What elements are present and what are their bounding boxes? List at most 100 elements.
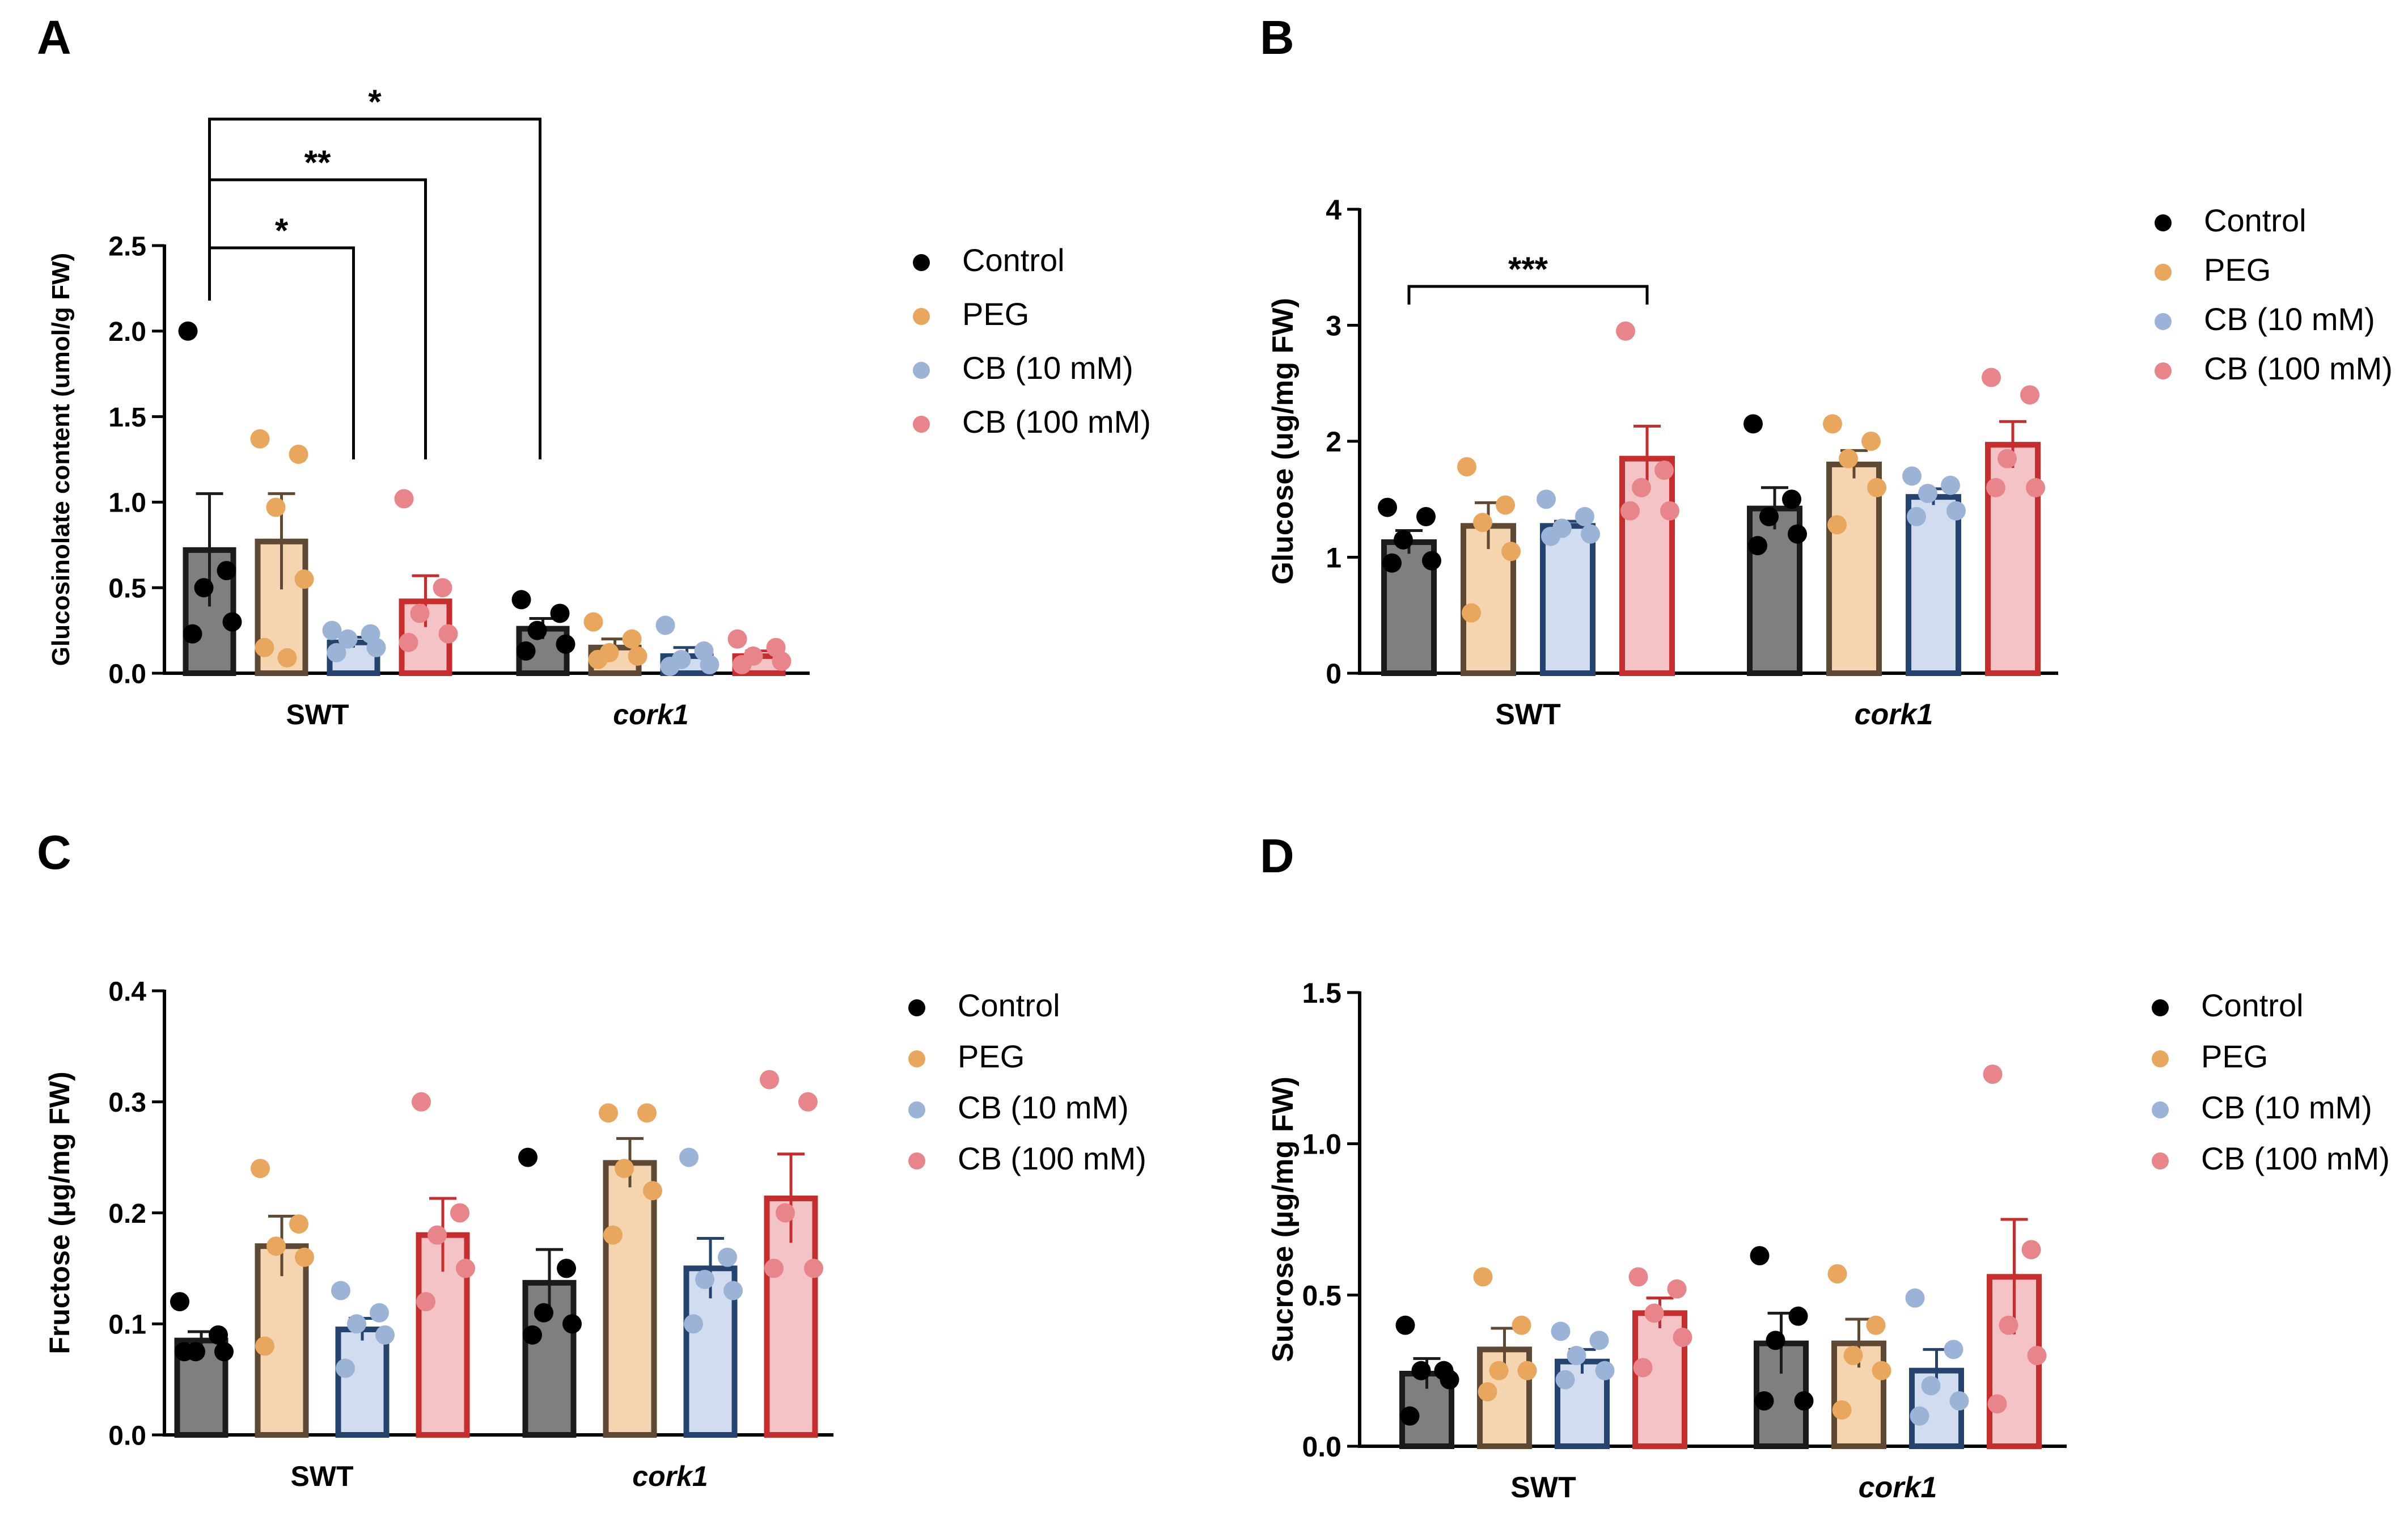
x-category-label: SWT: [290, 1460, 353, 1492]
data-point: [1794, 1391, 1814, 1411]
data-point: [1788, 524, 1807, 544]
data-point: [1910, 1406, 1929, 1426]
data-point: [251, 1159, 270, 1179]
x-category-label: SWT: [1510, 1471, 1576, 1504]
y-tick-label: 1.0: [1302, 1129, 1341, 1160]
data-point: [331, 1281, 350, 1300]
data-point: [1843, 1346, 1863, 1365]
data-point: [1422, 551, 1441, 571]
legend-label: CB (10 mM): [2204, 301, 2375, 337]
legend-marker: [913, 308, 930, 325]
data-point: [416, 1292, 435, 1312]
data-point: [615, 1159, 634, 1179]
data-point: [1496, 495, 1515, 515]
data-point: [1633, 1358, 1653, 1378]
data-point: [550, 603, 570, 623]
data-point: [217, 561, 236, 581]
data-point: [557, 1259, 576, 1278]
data-point: [375, 1325, 395, 1345]
data-point: [599, 1103, 618, 1123]
legend-marker: [2155, 214, 2172, 231]
data-point: [1512, 1315, 1531, 1335]
panel-A: A 0.0 0.5 1.0 1.5 2.0 2.5 Glucosinolate content…: [37, 11, 1151, 730]
data-point: [214, 1342, 234, 1362]
data-point: [588, 649, 608, 669]
legend-marker: [908, 1152, 925, 1169]
x-category-label: cork1: [1855, 698, 1933, 731]
data-point: [1575, 506, 1594, 526]
data-point: [523, 1325, 542, 1345]
data-point: [450, 1203, 469, 1223]
data-point: [1999, 1315, 2018, 1335]
y-tick-label: 0.4: [108, 977, 146, 1007]
data-point: [718, 1247, 737, 1267]
data-point: [266, 497, 286, 517]
data-point: [1941, 475, 1960, 495]
data-point: [250, 429, 270, 449]
data-point: [1654, 461, 1674, 480]
significance-bracket: [1407, 285, 1649, 305]
data-point: [1541, 526, 1560, 546]
bar-cb-10-mm-: [335, 1327, 390, 1438]
data-point: [1998, 449, 2017, 468]
data-point: [1595, 1361, 1615, 1380]
panel-letter: B: [1260, 11, 1294, 64]
y-tick-label: 0: [1326, 658, 1341, 690]
y-tick-label: 0.5: [108, 573, 146, 603]
data-point: [1754, 1391, 1774, 1411]
data-point: [412, 1092, 431, 1112]
bar-peg: [603, 1160, 657, 1438]
data-point: [1949, 1391, 1969, 1411]
legend-label: PEG: [2204, 252, 2271, 288]
legend-label: Control: [962, 242, 1065, 278]
legend-marker: [2152, 999, 2169, 1016]
data-point: [399, 632, 418, 652]
legend-marker: [908, 999, 925, 1016]
data-point: [1921, 1376, 1941, 1396]
data-point: [764, 1259, 784, 1278]
data-point: [1866, 1315, 1886, 1335]
significance-bracket: [208, 246, 355, 459]
data-point: [1872, 1361, 1891, 1380]
data-point: [732, 654, 752, 674]
legend-marker: [2155, 264, 2172, 281]
x-category-label: SWT: [1495, 698, 1561, 731]
data-point: [1946, 501, 1966, 521]
data-point: [1632, 478, 1651, 497]
data-point: [1743, 414, 1763, 434]
data-point: [1462, 603, 1481, 623]
legend-label: CB (100 mM): [958, 1141, 1146, 1176]
data-point: [562, 1314, 582, 1334]
bar-cb-10-mm-: [1540, 523, 1596, 676]
x-category-label: cork1: [613, 699, 688, 730]
data-point: [1983, 1065, 2003, 1084]
data-point: [1478, 1382, 1497, 1401]
data-point: [1867, 478, 1886, 497]
data-point: [1748, 536, 1767, 556]
data-point: [1987, 1394, 2007, 1414]
data-point: [1378, 497, 1397, 517]
y-tick-label: 0.3: [108, 1088, 146, 1118]
data-point: [1982, 368, 2001, 387]
data-point: [1616, 321, 1635, 341]
data-point: [370, 1303, 389, 1323]
data-point: [1788, 1306, 1808, 1326]
panel-letter: A: [37, 11, 71, 64]
data-point: [603, 1225, 623, 1245]
data-point: [1382, 553, 1402, 573]
data-point: [1782, 489, 1801, 509]
data-point: [175, 1342, 194, 1362]
legend-marker: [2155, 313, 2172, 330]
legend-marker: [908, 1101, 925, 1118]
data-point: [194, 578, 214, 598]
data-point: [410, 603, 430, 623]
data-point: [1766, 1331, 1785, 1350]
data-point: [1400, 1406, 1420, 1426]
significance-bracket: [208, 178, 427, 459]
data-point: [1473, 1267, 1493, 1287]
data-point: [1416, 506, 1436, 526]
data-point: [2026, 478, 2045, 497]
data-point: [322, 620, 342, 640]
data-point: [289, 1214, 308, 1234]
data-point: [1395, 1315, 1415, 1335]
